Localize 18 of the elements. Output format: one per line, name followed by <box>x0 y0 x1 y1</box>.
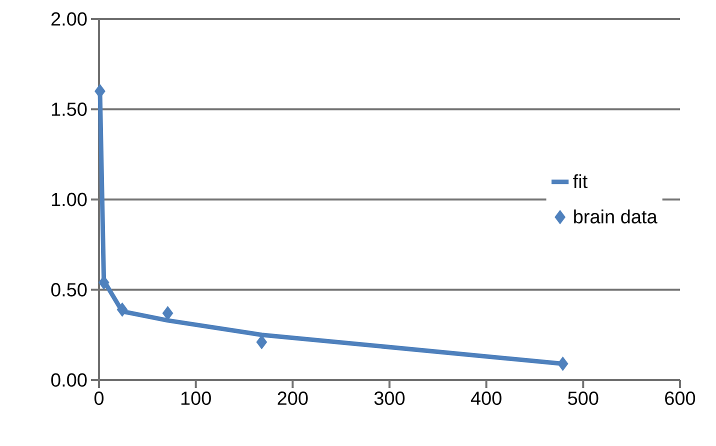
x-tick-label: 0 <box>94 392 104 405</box>
y-tick-label: 0.00 <box>51 373 87 387</box>
x-tick-label: 300 <box>374 392 405 405</box>
x-tick-label: 100 <box>181 392 211 405</box>
legend-label: brain data <box>574 209 658 224</box>
point <box>256 334 268 350</box>
x-tick-label: 200 <box>278 392 308 405</box>
point <box>557 356 568 371</box>
x-tick-label: 500 <box>568 392 598 405</box>
y-tick-label: 0.50 <box>51 283 87 296</box>
legend-label: fit <box>573 174 588 188</box>
y-tick-label: 1.50 <box>52 102 87 116</box>
x-tick-label: 400 <box>470 392 502 405</box>
x-tick-label: 600 <box>665 392 696 405</box>
point <box>162 306 174 320</box>
y-tick-label: 1.00 <box>52 192 87 206</box>
point <box>116 302 128 317</box>
y-tick-label: 2.00 <box>51 12 87 26</box>
